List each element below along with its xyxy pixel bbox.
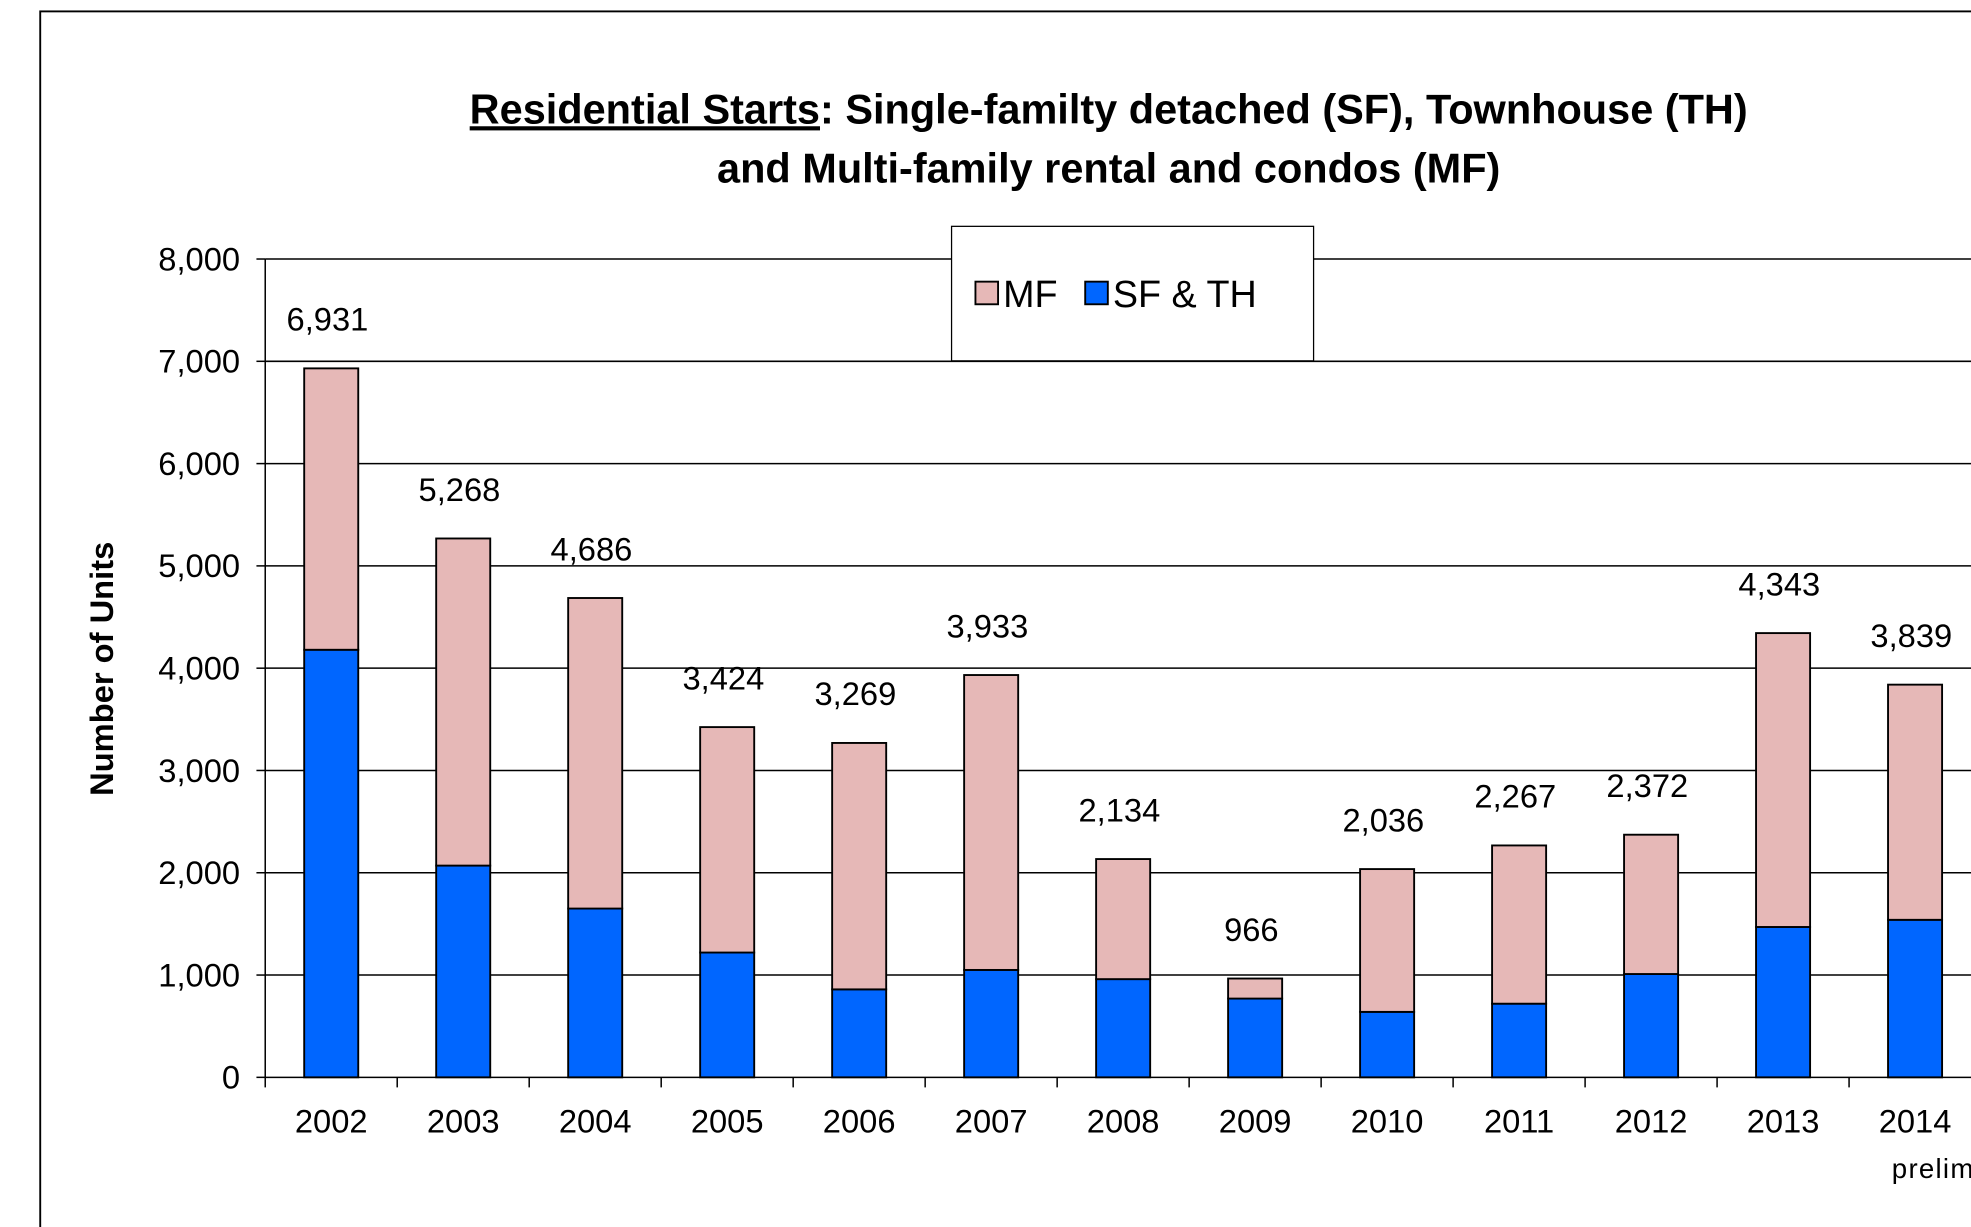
y-tick-label: 5,000 bbox=[158, 547, 240, 584]
y-axis-label: Number of Units bbox=[83, 542, 120, 796]
legend: MF SF & TH bbox=[974, 273, 1257, 315]
bar-segment bbox=[567, 907, 624, 1079]
y-tick-label: 6,000 bbox=[158, 445, 240, 482]
x-tick-label: 2005 bbox=[691, 1103, 764, 1140]
x-tick-label: 2010 bbox=[1351, 1103, 1424, 1140]
bar-segment bbox=[435, 537, 492, 867]
bar-segment bbox=[1227, 977, 1284, 1000]
x-tick-note: prelim. bbox=[1892, 1153, 1971, 1184]
bar-segment bbox=[567, 597, 624, 910]
y-tick-label: 1,000 bbox=[158, 956, 240, 993]
legend-box bbox=[950, 225, 1315, 362]
total-label: 4,343 bbox=[1738, 565, 1820, 602]
bar-segment bbox=[1491, 844, 1548, 1005]
bar-segment bbox=[1623, 833, 1680, 975]
bar-segment bbox=[699, 726, 756, 954]
total-label: 3,933 bbox=[947, 607, 1029, 644]
total-label: 3,424 bbox=[683, 659, 765, 696]
bar-segment bbox=[1491, 1002, 1548, 1079]
bar-segment bbox=[1755, 632, 1812, 928]
total-label: 2,372 bbox=[1606, 767, 1688, 804]
legend-swatch bbox=[1084, 280, 1109, 306]
x-tick-label: 2006 bbox=[823, 1103, 896, 1140]
y-tick-label: 7,000 bbox=[158, 343, 240, 380]
y-tick-label: 3,000 bbox=[158, 752, 240, 789]
legend-swatch bbox=[974, 280, 1000, 306]
legend-label: SF & TH bbox=[1113, 273, 1257, 315]
total-label: 2,036 bbox=[1342, 801, 1424, 838]
chart-title: Residential Starts: Single-familty detac… bbox=[470, 85, 1748, 132]
bar-segment bbox=[831, 988, 888, 1079]
x-tick-label: 2011 bbox=[1484, 1103, 1554, 1140]
total-label: 5,268 bbox=[419, 471, 501, 508]
x-tick-label: 2014 bbox=[1879, 1103, 1952, 1140]
x-tick-label: 2012 bbox=[1615, 1103, 1688, 1140]
x-tick-label: 2004 bbox=[559, 1103, 632, 1140]
bar-segment bbox=[435, 864, 492, 1079]
bar-segment bbox=[303, 367, 360, 651]
x-tick-label: 2007 bbox=[955, 1103, 1028, 1140]
x-tick-label: 2013 bbox=[1747, 1103, 1820, 1140]
bar-segment bbox=[1623, 973, 1680, 1079]
bar-segment bbox=[963, 968, 1020, 1079]
total-label: 2,267 bbox=[1474, 778, 1556, 815]
total-label: 3,269 bbox=[815, 675, 897, 712]
bar-segment bbox=[1755, 926, 1812, 1079]
total-label: 4,686 bbox=[551, 530, 633, 567]
legend-label: MF bbox=[1003, 273, 1057, 315]
bar-segment bbox=[1359, 1010, 1416, 1079]
y-tick-label: 8,000 bbox=[158, 240, 240, 277]
x-tick-label: 2008 bbox=[1087, 1103, 1160, 1140]
total-label: 3,839 bbox=[1870, 617, 1952, 654]
total-label: 966 bbox=[1224, 911, 1279, 948]
marks: 6,931 5,268 4,686 3,424 3,269 3,933 2,134 966 2,… bbox=[287, 301, 1952, 1079]
bar-segment bbox=[1887, 918, 1944, 1079]
x-tick-label: 2002 bbox=[295, 1103, 368, 1140]
bar-segment bbox=[1887, 683, 1944, 921]
bar-segment bbox=[1095, 978, 1152, 1079]
title-rest: : Single-familty detached (SF), Townhous… bbox=[820, 85, 1748, 132]
bar-segment bbox=[831, 742, 888, 991]
bar-segment bbox=[1227, 997, 1284, 1079]
grid: 0 1,000 2,000 3,000 4,000 5,000 6,000 7,000 8,00… bbox=[158, 240, 1971, 1184]
bar-segment bbox=[303, 648, 360, 1079]
chart-title-line2: and Multi-family rental and condos (MF) bbox=[717, 144, 1500, 191]
y-tick-label: 0 bbox=[222, 1059, 240, 1096]
y-tick-label: 4,000 bbox=[158, 649, 240, 686]
total-label: 6,931 bbox=[287, 301, 369, 338]
x-tick-label: 2009 bbox=[1219, 1103, 1292, 1140]
y-tick-label: 2,000 bbox=[158, 854, 240, 891]
bar-segment bbox=[963, 674, 1020, 971]
bar-segment bbox=[1359, 868, 1416, 1013]
bar-segment bbox=[1095, 858, 1152, 981]
title-underlined: Residential Starts bbox=[470, 85, 820, 132]
bar-segment bbox=[699, 951, 756, 1079]
total-label: 2,134 bbox=[1078, 791, 1160, 828]
x-tick-label: 2003 bbox=[427, 1103, 500, 1140]
